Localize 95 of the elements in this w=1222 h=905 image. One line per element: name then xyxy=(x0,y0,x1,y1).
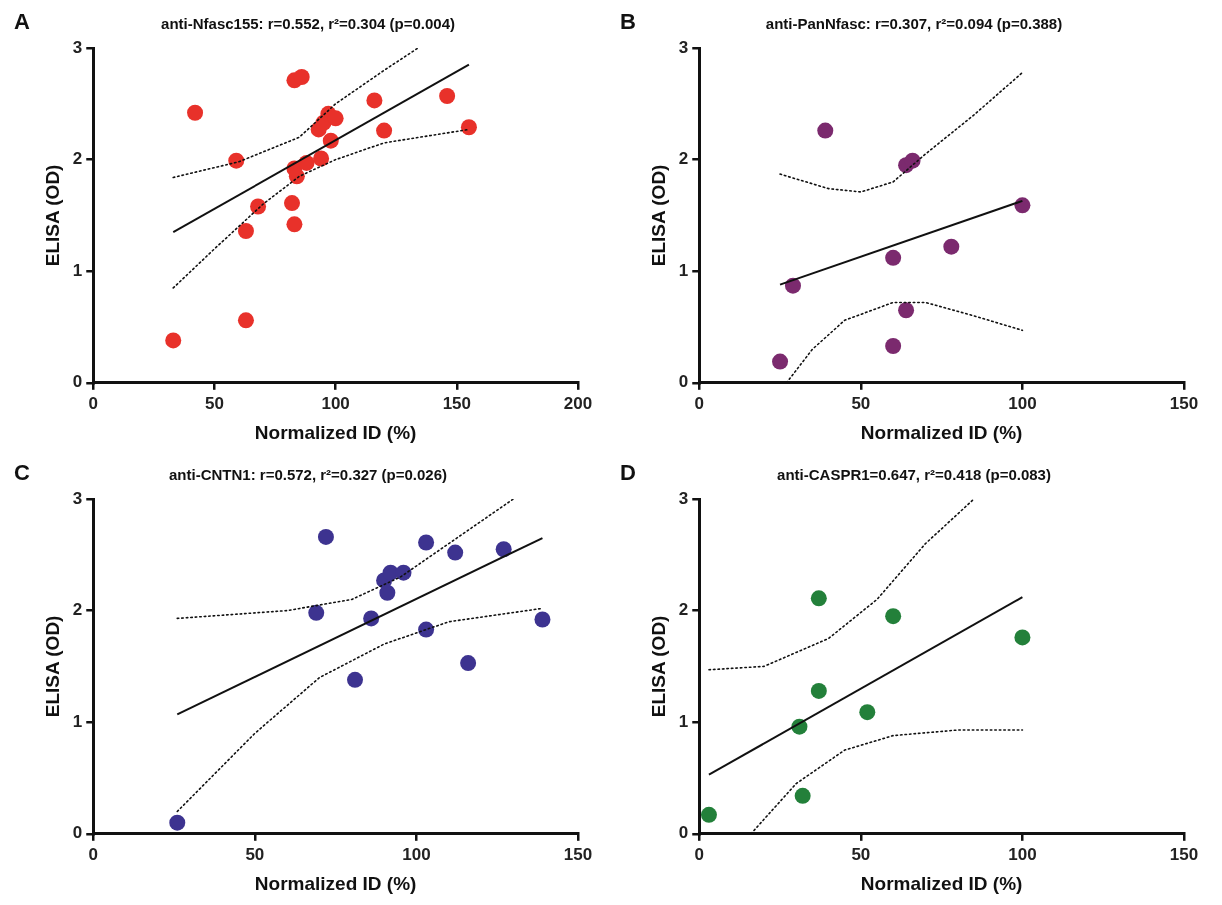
point xyxy=(418,534,435,551)
chart-title: anti-PanNfasc: r=0.307, r²=0.094 (p=0.388) xyxy=(765,15,1063,33)
point xyxy=(1014,197,1031,214)
y-axis-title: ELISA (OD) xyxy=(647,615,669,718)
x-tick-label: 150 xyxy=(1169,844,1199,864)
x-tick-label: 150 xyxy=(442,393,471,413)
y-tick-label: 2 xyxy=(678,600,689,620)
x-tick-label: 0 xyxy=(88,844,98,864)
y-tick-label: 2 xyxy=(72,149,83,169)
line-series xyxy=(176,499,515,620)
point xyxy=(187,104,204,121)
point xyxy=(534,611,551,628)
chart-title: anti-CASPR1=0.647, r²=0.418 (p=0.083) xyxy=(777,466,1051,484)
point xyxy=(810,682,827,699)
x-axis-title: Normalized ID (%) xyxy=(254,872,417,894)
y-tick-label: 2 xyxy=(678,149,689,169)
point xyxy=(460,119,477,136)
x-tick-label: 50 xyxy=(204,393,224,413)
point xyxy=(237,223,254,240)
x-tick-label: 100 xyxy=(1008,844,1037,864)
y-tick-label: 1 xyxy=(72,260,83,280)
x-tick-label: 0 xyxy=(694,844,704,864)
point xyxy=(250,198,267,215)
point xyxy=(376,122,393,139)
point xyxy=(165,332,182,349)
point xyxy=(169,814,186,831)
point xyxy=(313,150,330,167)
chart-title: anti-Nfasc155: r=0.552, r²=0.304 (p=0.004) xyxy=(161,15,455,33)
point xyxy=(1014,629,1031,646)
x-tick-label: 0 xyxy=(88,393,98,413)
x-tick-label: 0 xyxy=(694,393,704,413)
x-tick-label: 50 xyxy=(851,393,871,413)
point xyxy=(286,216,303,233)
point xyxy=(810,590,827,607)
point xyxy=(794,787,811,804)
point xyxy=(418,621,435,638)
point xyxy=(317,528,334,545)
y-tick-label: 1 xyxy=(678,711,689,731)
point xyxy=(700,806,717,823)
point xyxy=(885,337,902,354)
point xyxy=(943,238,960,255)
point xyxy=(237,312,254,329)
y-tick-label: 0 xyxy=(72,823,83,843)
point xyxy=(885,608,902,625)
text: A xyxy=(14,9,30,35)
point xyxy=(347,671,364,688)
y-tick-label: 0 xyxy=(72,372,83,392)
y-tick-label: 3 xyxy=(678,37,689,57)
point xyxy=(859,704,876,721)
text: C xyxy=(14,460,30,486)
y-axis-title: ELISA (OD) xyxy=(41,615,63,718)
y-tick-label: 3 xyxy=(72,37,83,57)
point xyxy=(460,655,477,672)
point xyxy=(379,584,396,601)
x-tick-label: 150 xyxy=(563,844,593,864)
x-tick-label: 50 xyxy=(851,844,871,864)
line-series xyxy=(708,499,975,671)
y-tick-label: 2 xyxy=(72,600,83,620)
x-axis-title: Normalized ID (%) xyxy=(860,872,1023,894)
point xyxy=(817,122,834,139)
chart-title: anti-CNTN1: r=0.572, r²=0.327 (p=0.026) xyxy=(168,466,448,484)
y-tick-label: 1 xyxy=(72,711,83,731)
point xyxy=(288,168,305,185)
y-tick-label: 3 xyxy=(72,488,83,508)
line-series xyxy=(176,607,544,813)
y-tick-label: 3 xyxy=(678,488,689,508)
point xyxy=(495,541,512,558)
point xyxy=(308,604,325,621)
y-axis-title: ELISA (OD) xyxy=(647,164,669,267)
text: D xyxy=(620,460,636,486)
point xyxy=(772,353,789,370)
x-axis-title: Normalized ID (%) xyxy=(254,421,417,443)
point xyxy=(439,87,456,104)
point xyxy=(293,69,310,86)
point xyxy=(228,152,245,169)
x-tick-label: 50 xyxy=(245,844,265,864)
line-series xyxy=(779,71,1024,193)
y-tick-label: 0 xyxy=(678,823,689,843)
point xyxy=(447,544,464,561)
x-tick-label: 100 xyxy=(1008,393,1037,413)
text: B xyxy=(620,9,636,35)
point xyxy=(904,152,921,169)
y-tick-label: 0 xyxy=(678,372,689,392)
point xyxy=(885,249,902,266)
y-axis-title: ELISA (OD) xyxy=(41,164,63,267)
x-tick-label: 100 xyxy=(321,393,350,413)
x-axis-title: Normalized ID (%) xyxy=(860,421,1023,443)
x-tick-label: 200 xyxy=(563,393,593,413)
line-series xyxy=(172,48,419,179)
point xyxy=(898,302,915,319)
x-tick-label: 100 xyxy=(402,844,431,864)
y-tick-label: 1 xyxy=(678,260,689,280)
x-tick-label: 150 xyxy=(1169,393,1199,413)
point xyxy=(366,92,383,109)
point xyxy=(284,195,300,212)
